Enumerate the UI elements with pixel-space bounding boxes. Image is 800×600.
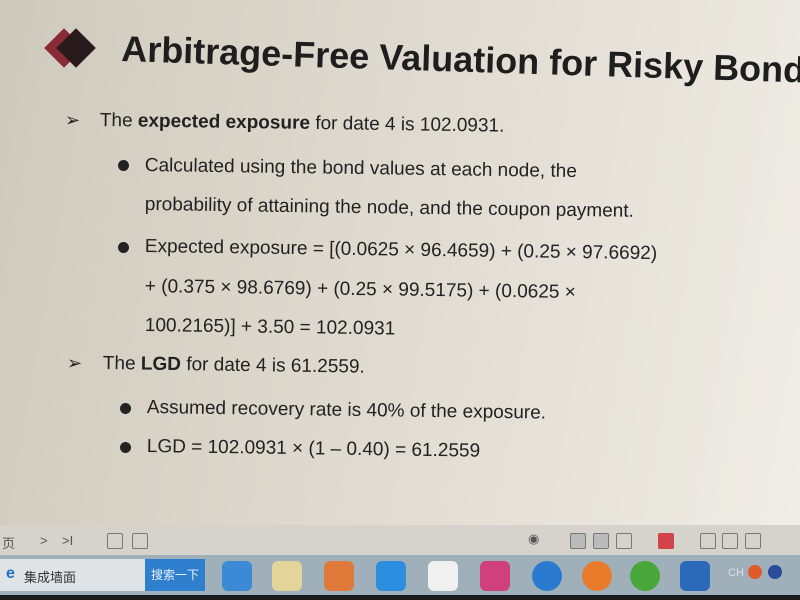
language-indicator[interactable]: CH bbox=[728, 567, 744, 579]
page-label: 页 bbox=[2, 536, 16, 551]
sub-bullet-text: LGD = 102.0931 × (1 – 0.40) = 61.2559 bbox=[146, 436, 481, 462]
bullet-expected-exposure: The expected exposure for date 4 is 102.… bbox=[99, 110, 505, 137]
fit-icon[interactable] bbox=[700, 533, 716, 549]
cloud-app-icon[interactable] bbox=[428, 561, 458, 591]
sub-bullet-text: Expected exposure = [(0.0625 × 96.4659) … bbox=[144, 236, 658, 265]
prev-slide-icon[interactable] bbox=[107, 533, 123, 549]
view-toolbar: 页 > >I ◉ bbox=[0, 525, 800, 555]
bullet-dot-icon bbox=[118, 160, 129, 171]
media-app-icon[interactable] bbox=[480, 561, 510, 591]
sub-bullet-text: + (0.375 × 98.6769) + (0.25 × 99.5175) +… bbox=[144, 276, 576, 304]
play-icon[interactable] bbox=[658, 533, 674, 549]
slide-title: Arbitrage-Free Valuation for Risky Bonds bbox=[120, 28, 800, 92]
sub-bullet-text: Calculated using the bond values at each… bbox=[144, 155, 578, 183]
sub-bullet-text: Assumed recovery rate is 40% of the expo… bbox=[146, 397, 547, 424]
last-page-button[interactable]: >I bbox=[62, 533, 74, 548]
search-box[interactable]: e 集成墙面 bbox=[0, 559, 145, 591]
sub-bullet-text: 100.2165)] + 3.50 = 102.0931 bbox=[144, 315, 396, 340]
sub-bullet-text: probability of attaining the node, and t… bbox=[144, 194, 635, 222]
search-input[interactable]: 集成墙面 bbox=[24, 570, 77, 585]
ie-icon[interactable] bbox=[376, 561, 406, 591]
reading-view-icon[interactable] bbox=[616, 533, 632, 549]
taskbar: e 集成墙面 搜索一下 CH bbox=[0, 555, 800, 595]
ime-icon[interactable] bbox=[748, 565, 762, 579]
eye-icon[interactable]: ◉ bbox=[528, 531, 540, 546]
bullet-dot-icon bbox=[120, 403, 131, 414]
slide: Arbitrage-Free Valuation for Risky Bonds… bbox=[0, 0, 800, 525]
next-slide-icon[interactable] bbox=[132, 533, 148, 549]
normal-view-icon[interactable] bbox=[570, 533, 586, 549]
ie-icon: e bbox=[6, 565, 15, 582]
arrow-bullet-icon: ➢ bbox=[65, 110, 81, 130]
360-browser-icon[interactable] bbox=[630, 561, 660, 591]
zoom-icon[interactable] bbox=[722, 533, 738, 549]
sogou-icon[interactable] bbox=[532, 561, 562, 591]
ie-browser-icon[interactable] bbox=[222, 561, 252, 591]
bullet-lgd: The LGD for date 4 is 61.2559. bbox=[102, 353, 365, 378]
next-page-button[interactable]: > bbox=[40, 533, 48, 548]
fullscreen-icon[interactable] bbox=[745, 533, 761, 549]
browser-icon[interactable] bbox=[582, 561, 612, 591]
help-icon[interactable] bbox=[768, 565, 782, 579]
search-button[interactable]: 搜索一下 bbox=[145, 559, 205, 591]
slide-sorter-icon[interactable] bbox=[593, 533, 609, 549]
bullet-dot-icon bbox=[118, 242, 129, 253]
arrow-bullet-icon: ➢ bbox=[67, 353, 83, 373]
file-explorer-icon[interactable] bbox=[272, 561, 302, 591]
bullet-dot-icon bbox=[120, 442, 131, 453]
wps-icon[interactable] bbox=[680, 561, 710, 591]
video-player-icon[interactable] bbox=[324, 561, 354, 591]
